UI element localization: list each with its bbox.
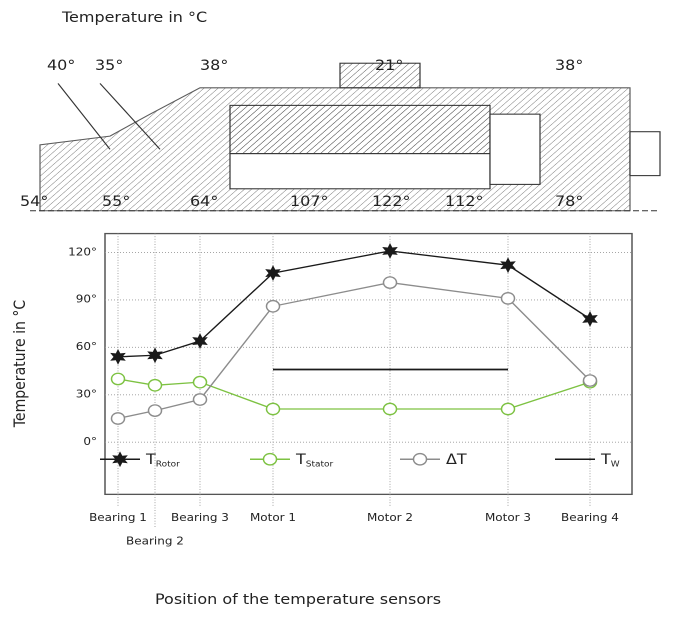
circle-marker	[110, 412, 126, 425]
temp-label: 55°	[102, 193, 130, 210]
legend-item: ΔT	[400, 450, 468, 467]
legend-label: TStator	[295, 450, 334, 467]
circle-marker	[147, 378, 163, 392]
legend-star	[112, 451, 128, 468]
circle-marker	[500, 402, 516, 416]
temp-label: 21°	[375, 57, 403, 74]
series-line	[117, 250, 591, 358]
legend-subscript: Rotor	[156, 458, 181, 467]
temp-label: 35°	[95, 57, 123, 74]
temp-label: 54°	[20, 193, 48, 210]
legend-name: T	[145, 450, 157, 467]
legend-name: T	[600, 450, 612, 467]
legend-subscript: Stator	[306, 458, 334, 467]
x-tick-label: Bearing 3	[171, 512, 229, 524]
star-marker	[582, 311, 598, 327]
circle-marker	[147, 404, 163, 417]
temp-label: 112°	[445, 193, 484, 210]
x-tick-label: Motor 2	[367, 512, 413, 524]
circle-marker	[382, 402, 398, 416]
temp-label: 107°	[290, 193, 329, 210]
circle-marker	[382, 276, 398, 289]
circle-marker	[192, 375, 208, 389]
x-tick-label: Motor 3	[485, 512, 531, 524]
temp-label: 40°	[47, 57, 75, 74]
legend-subscript: W	[611, 458, 621, 467]
series-line	[117, 378, 591, 410]
legend-item: TStator	[250, 450, 334, 468]
circle-marker	[500, 292, 516, 305]
legend-circle	[412, 452, 428, 466]
y-tick-label: 120°	[68, 246, 97, 258]
star-marker	[382, 243, 398, 259]
x-tick-label: Bearing 4	[561, 512, 619, 524]
plot-frame	[104, 232, 633, 496]
temp-label: 38°	[555, 57, 583, 74]
x-tick-label: Bearing 1	[89, 512, 147, 524]
star-marker	[110, 348, 126, 365]
circle-marker	[265, 402, 281, 416]
star-marker	[147, 347, 163, 364]
star-marker	[265, 265, 281, 281]
x-tick-label: Bearing 2	[126, 535, 184, 547]
circle-marker	[582, 374, 598, 387]
y-tick-label: 30°	[76, 388, 97, 400]
x-tick-label: Motor 1	[250, 512, 296, 524]
y-tick-label: 60°	[76, 341, 97, 353]
star-marker	[500, 257, 516, 274]
legend-name: ΔT	[446, 450, 468, 467]
circle-marker	[110, 372, 126, 386]
series-line	[117, 281, 591, 420]
circle-marker	[265, 299, 281, 313]
temp-label: 78°	[555, 193, 583, 210]
title: Temperature in °C	[61, 9, 207, 26]
legend-name: T	[295, 450, 307, 467]
y-tick-label: 90°	[76, 293, 97, 305]
x-axis-label: Position of the temperature sensors	[155, 591, 441, 608]
legend-item: TW	[555, 450, 620, 468]
y-tick-label: 0°	[83, 436, 97, 448]
legend-label: TW	[600, 450, 620, 467]
y-axis-label: Temperature in °C	[10, 300, 29, 428]
star-marker	[192, 333, 208, 349]
legend-label: TRotor	[145, 450, 180, 467]
temp-label: 122°	[372, 193, 411, 210]
legend-label: ΔT	[446, 450, 468, 467]
machine-drawing	[30, 62, 661, 212]
temp-label: 64°	[190, 193, 218, 210]
circle-marker	[192, 393, 208, 406]
legend-item: TRotor	[100, 450, 180, 468]
temp-label: 38°	[200, 57, 228, 74]
legend-circle	[262, 452, 278, 466]
